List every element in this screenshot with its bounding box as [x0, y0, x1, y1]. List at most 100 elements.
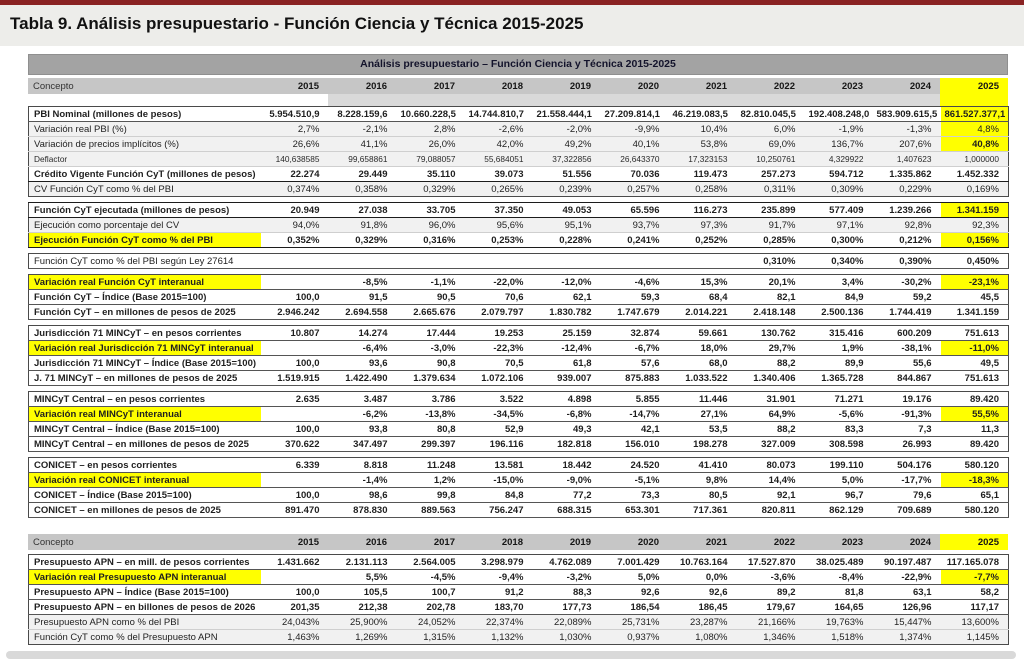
row-label: CV Función CyT como % del PBI — [28, 181, 261, 197]
spacer-cell — [328, 94, 396, 106]
value-cell: 0,450% — [940, 253, 1009, 269]
value-cell: 20,1% — [736, 274, 805, 290]
value-cell: -11,0% — [940, 340, 1009, 356]
value-cell: 1.744.419 — [872, 304, 941, 320]
value-cell: 4,8% — [940, 121, 1009, 137]
value-cell: -91,3% — [872, 406, 941, 422]
value-cell: 0,937% — [600, 629, 669, 645]
value-cell: 89.420 — [940, 436, 1009, 452]
value-cell: 5,5% — [328, 569, 397, 585]
row-label: CONICET – en pesos corrientes — [28, 457, 261, 473]
value-cell: 21,166% — [736, 614, 805, 630]
value-cell: 97,3% — [668, 217, 737, 233]
spacer-cell — [736, 94, 804, 106]
value-cell: 0,169% — [940, 181, 1009, 197]
horizontal-scrollbar[interactable] — [6, 651, 1016, 659]
row-label: Variación real Función CyT interanual — [28, 274, 261, 290]
value-cell: 40,8% — [940, 136, 1009, 152]
value-cell: 0,239% — [532, 181, 601, 197]
value-cell: -38,1% — [872, 340, 941, 356]
row-label: Presupuesto APN – en mill. de pesos corr… — [28, 554, 261, 570]
value-cell: 1.335.862 — [872, 166, 941, 182]
row-label: PBI Nominal (millones de pesos) — [28, 106, 261, 122]
value-cell: 40,1% — [600, 136, 669, 152]
table-row: Presupuesto APN – en billones de pesos d… — [28, 599, 1009, 615]
value-cell: -6,4% — [328, 340, 397, 356]
value-cell: 24,052% — [396, 614, 465, 630]
value-cell: 93,7% — [600, 217, 669, 233]
value-cell: 1,407623 — [872, 151, 941, 167]
value-cell: 308.598 — [804, 436, 873, 452]
value-cell: 13.581 — [464, 457, 533, 473]
value-cell: 8.818 — [328, 457, 397, 473]
value-cell: -6,2% — [328, 406, 397, 422]
value-cell: 0,0% — [668, 569, 737, 585]
value-cell: -22,9% — [872, 569, 941, 585]
value-cell: 41.410 — [668, 457, 737, 473]
spacer-cell — [600, 94, 668, 106]
value-cell: 1.341.159 — [940, 304, 1009, 320]
value-cell: 0,241% — [600, 232, 669, 248]
value-cell: 49,2% — [532, 136, 601, 152]
value-cell: 92,3% — [940, 217, 1009, 233]
table-row: Crédito Vigente Función CyT (millones de… — [28, 166, 1009, 182]
value-cell: 22,374% — [464, 614, 533, 630]
value-cell: 7,3 — [872, 421, 941, 437]
value-cell: -14,7% — [600, 406, 669, 422]
value-cell: 1.365.728 — [804, 370, 873, 386]
value-cell: 1.239.266 — [872, 202, 941, 218]
value-cell: 0,309% — [804, 181, 873, 197]
value-cell: 939.007 — [532, 370, 601, 386]
value-cell: 26,6% — [260, 136, 329, 152]
value-cell: 91,2 — [464, 584, 533, 600]
value-cell: 164,65 — [804, 599, 873, 615]
spacer-cell — [260, 94, 328, 106]
value-cell: 49.053 — [532, 202, 601, 218]
value-cell: 2.418.148 — [736, 304, 805, 320]
table-row: Función CyT ejecutada (millones de pesos… — [28, 202, 1009, 218]
value-cell: 6,0% — [736, 121, 805, 137]
value-cell: 17.444 — [396, 325, 465, 341]
value-cell: 1,2% — [396, 472, 465, 488]
value-cell: 186,45 — [668, 599, 737, 615]
year-header: 2015 — [260, 78, 328, 94]
value-cell: 98,6 — [328, 487, 397, 503]
value-cell: 889.563 — [396, 502, 465, 518]
value-cell: 844.867 — [872, 370, 941, 386]
year-header: 2022 — [736, 534, 804, 550]
value-cell — [260, 274, 329, 290]
value-cell: 183,70 — [464, 599, 533, 615]
value-cell: 5,0% — [804, 472, 873, 488]
value-cell: -9,0% — [532, 472, 601, 488]
value-cell: 89,2 — [736, 584, 805, 600]
value-cell: 156.010 — [600, 436, 669, 452]
value-cell: 35.110 — [396, 166, 465, 182]
value-cell: 25.159 — [532, 325, 601, 341]
value-cell — [260, 472, 329, 488]
value-cell: 39.073 — [464, 166, 533, 182]
value-cell: 1,9% — [804, 340, 873, 356]
value-cell: 55,5% — [940, 406, 1009, 422]
value-cell: 709.689 — [872, 502, 941, 518]
row-label: Deflactor — [28, 151, 261, 167]
year-header: 2016 — [328, 534, 396, 550]
row-label: MINCyT Central – en pesos corrientes — [28, 391, 261, 407]
value-cell: 0,352% — [260, 232, 329, 248]
value-cell: 20.949 — [260, 202, 329, 218]
row-label: Variación real MINCyT interanual — [28, 406, 261, 422]
value-cell: 22.274 — [260, 166, 329, 182]
year-header: 2021 — [668, 78, 736, 94]
value-cell: 1,346% — [736, 629, 805, 645]
value-cell: 11.446 — [668, 391, 737, 407]
value-cell: 23,287% — [668, 614, 737, 630]
value-cell: 1,315% — [396, 629, 465, 645]
year-header: 2017 — [396, 78, 464, 94]
spacer-row — [28, 94, 1008, 106]
value-cell: 4.898 — [532, 391, 601, 407]
value-cell: 14.274 — [328, 325, 397, 341]
value-cell: 99,8 — [396, 487, 465, 503]
table-row: Ejecución Función CyT como % del PBI 0,35… — [28, 232, 1009, 248]
value-cell: 49,5 — [940, 355, 1009, 371]
value-cell: 99,658861 — [328, 151, 397, 167]
value-cell: 90.197.487 — [872, 554, 941, 570]
